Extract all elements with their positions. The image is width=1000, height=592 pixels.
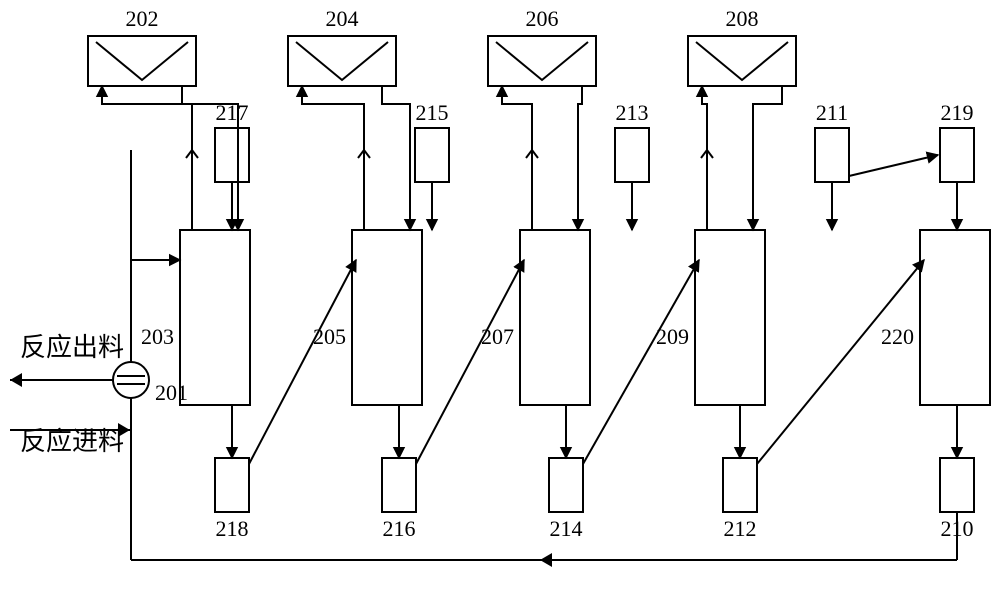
unit-219 [940,128,974,182]
label-reaction-in: 反应进料 [20,427,124,456]
unit-211 [815,128,849,182]
condenser-208 [688,36,796,86]
condenser-202 [88,36,196,86]
column-205 [352,230,422,405]
label-208: 208 [726,6,759,31]
diag-216-207 [416,260,524,464]
label-203: 203 [141,324,174,349]
label-218: 218 [216,516,249,541]
label-214: 214 [550,516,583,541]
column-209 [695,230,765,405]
unit-217 [215,128,249,182]
unit-218 [215,458,249,512]
arrow-left-icon [10,373,22,387]
bus-arrow-left-icon [540,553,552,567]
label-206: 206 [526,6,559,31]
unit-216 [382,458,416,512]
diag-214-209 [583,260,699,464]
riser-209 [702,86,707,230]
unit-215 [415,128,449,182]
diag-211-219 [849,155,938,176]
column-207 [520,230,590,405]
label-207: 207 [481,324,514,349]
condenser-204 [288,36,396,86]
column-220 [920,230,990,405]
label-202: 202 [126,6,159,31]
label-219: 219 [941,100,974,125]
label-212: 212 [724,516,757,541]
label-215: 215 [416,100,449,125]
valve-201-icon [113,362,149,398]
label-213: 213 [616,100,649,125]
return-205 [382,86,410,230]
condenser-206 [488,36,596,86]
label-201: 201 [155,380,188,405]
unit-214 [549,458,583,512]
label-220: 220 [881,324,914,349]
return-207 [578,86,582,230]
riser-207 [502,86,532,230]
column-203 [180,230,250,405]
riser-203 [102,86,192,230]
unit-210 [940,458,974,512]
unit-212 [723,458,757,512]
diag-218-205 [249,260,356,464]
label-204: 204 [326,6,359,31]
diag-212-220 [757,260,924,464]
return-209 [753,86,782,230]
label-216: 216 [383,516,416,541]
label-211: 211 [816,100,848,125]
unit-213 [615,128,649,182]
label-205: 205 [313,324,346,349]
riser-205 [302,86,364,230]
label-reaction-out: 反应出料 [20,333,124,362]
